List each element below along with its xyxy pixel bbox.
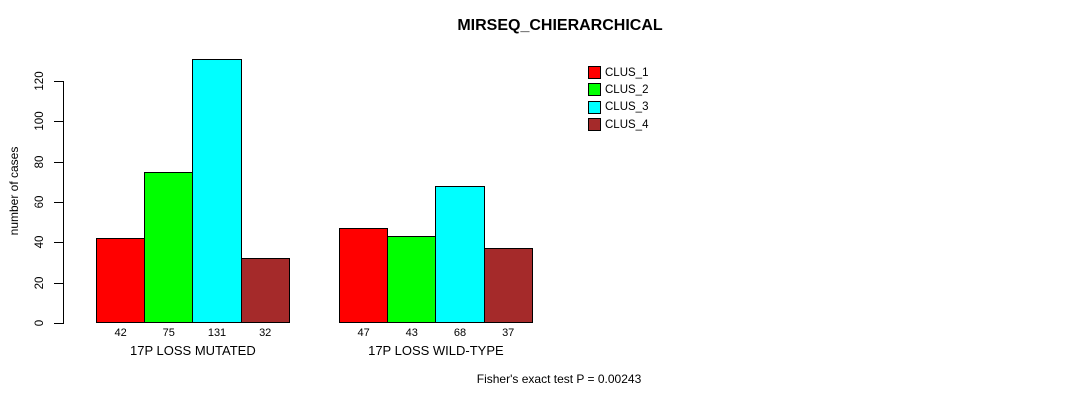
bar-value-label: 42 bbox=[114, 327, 127, 339]
x-group-label: 17P LOSS WILD-TYPE bbox=[368, 343, 504, 358]
legend-item-clus_2: CLUS_2 bbox=[588, 81, 648, 98]
legend-swatch-icon bbox=[588, 66, 601, 80]
legend-swatch-icon bbox=[588, 83, 601, 97]
bar-value-label: 43 bbox=[405, 327, 418, 339]
y-axis-tick bbox=[54, 161, 63, 163]
bar-value-label: 37 bbox=[502, 327, 515, 339]
legend-label: CLUS_4 bbox=[605, 118, 649, 131]
y-axis-tick-label: 0 bbox=[34, 319, 46, 327]
bar-clus_3 bbox=[192, 58, 242, 323]
y-axis-tick bbox=[54, 121, 63, 123]
bar-value-label: 47 bbox=[357, 327, 370, 339]
y-axis-tick bbox=[54, 282, 63, 284]
bar-clus_4 bbox=[240, 258, 290, 323]
y-axis-tick bbox=[54, 242, 63, 244]
fisher-test-caption: Fisher's exact test P = 0.00243 bbox=[476, 372, 642, 386]
legend-item-clus_1: CLUS_1 bbox=[588, 64, 648, 81]
y-axis-tick-label: 60 bbox=[34, 195, 46, 209]
legend-item-clus_3: CLUS_3 bbox=[588, 99, 648, 116]
legend-label: CLUS_2 bbox=[605, 83, 649, 96]
legend-swatch-icon bbox=[588, 118, 601, 132]
bar-clus_1 bbox=[339, 228, 389, 323]
legend-label: CLUS_3 bbox=[605, 101, 649, 114]
y-axis-tick bbox=[54, 202, 63, 203]
y-axis-tick-label: 20 bbox=[34, 276, 46, 290]
bar-clus_4 bbox=[483, 248, 533, 323]
legend-swatch-icon bbox=[588, 100, 601, 114]
bar-value-label: 75 bbox=[162, 327, 175, 339]
y-axis-tick-label: 120 bbox=[34, 71, 46, 91]
y-axis-label: number of cases bbox=[7, 146, 21, 236]
y-axis-tick bbox=[54, 323, 63, 324]
legend: CLUS_1 CLUS_2 CLUS_3 CLUS_4 bbox=[588, 64, 648, 133]
y-axis-tick-label: 80 bbox=[34, 155, 46, 169]
bar-clus_2 bbox=[387, 236, 437, 323]
y-axis-tick bbox=[54, 81, 63, 82]
bar-clus_1 bbox=[96, 238, 146, 323]
legend-label: CLUS_1 bbox=[605, 66, 649, 79]
y-axis-tick-label: 40 bbox=[34, 235, 46, 249]
bar-clus_2 bbox=[144, 171, 194, 323]
chart-title: MIRSEQ_CHIERARCHICAL bbox=[457, 17, 663, 34]
bar-value-label: 32 bbox=[259, 327, 272, 339]
x-group-label: 17P LOSS MUTATED bbox=[130, 343, 256, 358]
y-axis-line bbox=[63, 81, 64, 324]
y-axis-tick-label: 100 bbox=[34, 111, 46, 131]
legend-item-clus_4: CLUS_4 bbox=[588, 116, 648, 133]
bar-value-label: 131 bbox=[207, 327, 227, 339]
bar-clus_3 bbox=[435, 185, 485, 323]
bar-value-label: 68 bbox=[453, 327, 467, 339]
